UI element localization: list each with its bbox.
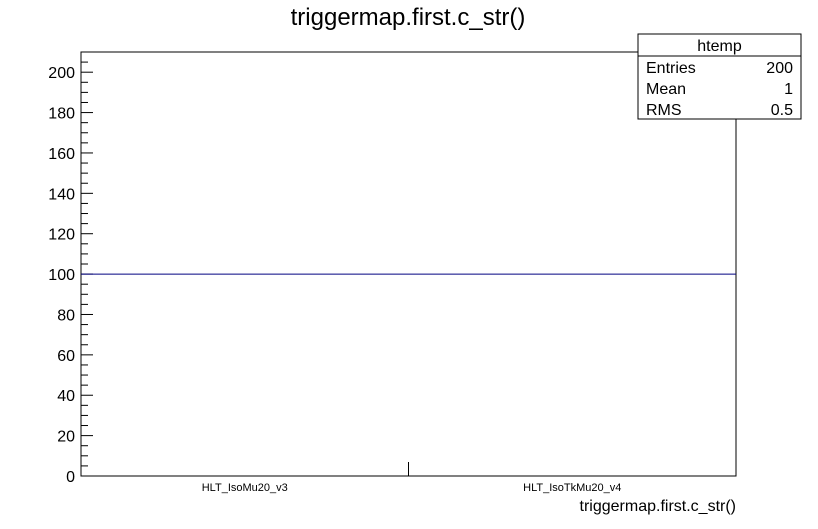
y-tick-label: 80 [57, 307, 75, 324]
x-axis-category-labels: HLT_IsoMu20_v3 HLT_IsoTkMu20_v4 [202, 482, 622, 494]
x-category-label: HLT_IsoTkMu20_v4 [523, 482, 621, 494]
stats-entries-value: 200 [766, 60, 793, 77]
stats-mean-value: 1 [784, 81, 793, 98]
y-tick-label: 200 [48, 65, 75, 82]
stats-box: htemp Entries 200 Mean 1 RMS 0.5 [637, 33, 802, 120]
y-tick-label: 180 [48, 106, 75, 123]
stats-rms-value: 0.5 [771, 102, 793, 119]
y-tick-label: 100 [48, 267, 75, 284]
x-category-label: HLT_IsoMu20_v3 [202, 482, 288, 494]
stats-box-title: htemp [697, 38, 742, 55]
y-tick-label: 60 [57, 348, 75, 365]
y-axis-labels: 0 20 40 60 80 100 120 140 160 180 200 [48, 65, 75, 486]
y-tick-label: 40 [57, 388, 75, 405]
y-tick-label: 0 [66, 469, 75, 486]
stats-box-frame [637, 33, 802, 120]
y-axis-ticks [81, 61, 93, 477]
stats-mean-label: Mean [646, 81, 686, 98]
stats-rms-label: RMS [646, 102, 682, 119]
y-tick-label: 140 [48, 186, 75, 203]
x-axis-label: triggermap.first.c_str() [580, 498, 736, 515]
y-tick-label: 20 [57, 429, 75, 446]
y-tick-label: 160 [48, 146, 75, 163]
y-tick-label: 120 [48, 227, 75, 244]
chart-title: triggermap.first.c_str() [291, 4, 526, 31]
stats-entries-label: Entries [646, 60, 696, 77]
